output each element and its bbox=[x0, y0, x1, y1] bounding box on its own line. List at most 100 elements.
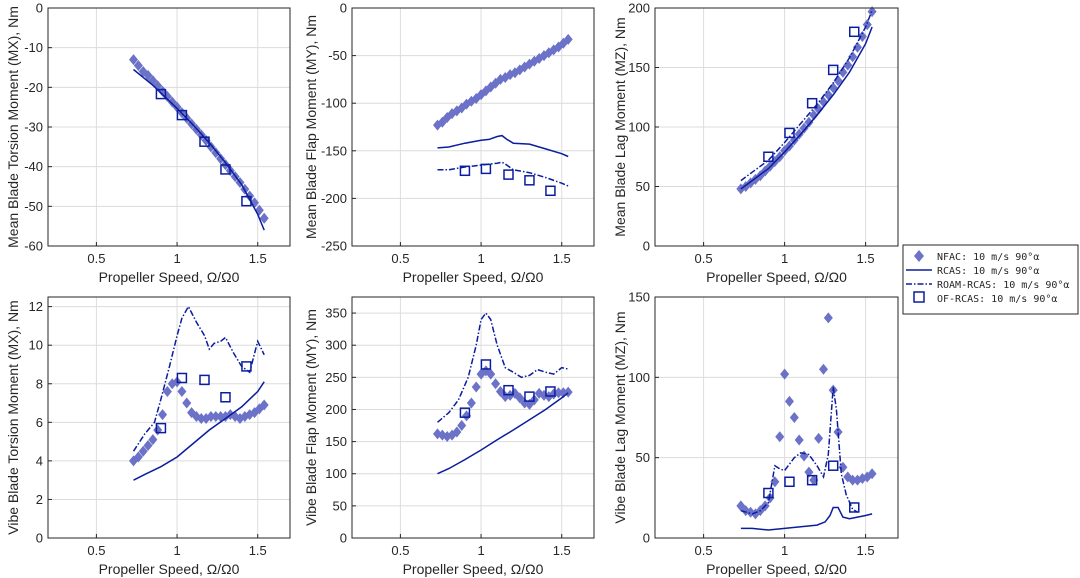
data-point-diamond bbox=[167, 96, 177, 108]
data-point-diamond bbox=[471, 381, 481, 393]
data-point-square bbox=[155, 422, 167, 434]
data-point-square bbox=[849, 502, 860, 513]
data-point-square bbox=[199, 374, 210, 386]
data-point-diamond bbox=[129, 54, 139, 66]
chart-panel-4: 0.5 1 1.5 0 2 4 6 8 10 12 Propeller Speed, Ω/Ω0 Vib… bbox=[5, 296, 291, 577]
data-point-diamond bbox=[211, 147, 221, 159]
legend-box bbox=[902, 244, 1079, 315]
data-point-square bbox=[827, 460, 839, 471]
data-point-diamond bbox=[148, 434, 158, 446]
series-solid bbox=[740, 506, 873, 531]
x-axis-label: Propeller Speed, Ω/Ω0 bbox=[706, 269, 847, 285]
data-point-diamond bbox=[789, 412, 799, 423]
y-axis-label: Mean Blade Lag Moment (MZ), Nm bbox=[612, 17, 628, 236]
data-point-square bbox=[784, 127, 795, 139]
data-point-square bbox=[763, 151, 774, 162]
data-point-diamond bbox=[818, 363, 828, 375]
x-tick-label: 1 bbox=[781, 543, 788, 558]
data-point-square bbox=[459, 407, 471, 418]
chart-panel-6: 0.5 1 1.5 0 50 100 150 Propeller Speed, Ω/Ω0 Vib… bbox=[612, 290, 899, 577]
x-tick-label: 1.5 bbox=[857, 543, 875, 558]
x-tick-label: 1 bbox=[477, 251, 484, 266]
data-point-square bbox=[155, 88, 167, 100]
y-tick-label: 200 bbox=[628, 1, 650, 16]
x-tick-label: 1.5 bbox=[249, 543, 267, 558]
data-point-diamond bbox=[505, 69, 515, 81]
axes-frame bbox=[351, 296, 595, 539]
data-point-square bbox=[176, 372, 188, 384]
data-point-square bbox=[220, 164, 231, 175]
y-tick-label: -50 bbox=[24, 199, 43, 214]
data-point-square bbox=[503, 384, 514, 396]
y-tick-label: 6 bbox=[36, 415, 43, 430]
data-point-diamond bbox=[838, 66, 848, 78]
y-tick-label: 0 bbox=[643, 531, 650, 546]
data-point-square bbox=[220, 392, 231, 403]
data-point-square bbox=[459, 165, 471, 177]
y-tick-label: 150 bbox=[325, 434, 347, 449]
axes-frame bbox=[351, 7, 595, 247]
data-point-diamond bbox=[216, 153, 226, 165]
y-axis-label: Vibe Blade Torsion Moment (MX), Nm bbox=[5, 300, 21, 534]
legend-label-of-rcas: OF-RCAS: 10 m/s 90°α bbox=[937, 294, 1057, 305]
data-point-diamond bbox=[486, 368, 496, 380]
series-line bbox=[437, 134, 569, 158]
y-tick-label: -50 bbox=[328, 48, 347, 63]
series-line bbox=[740, 386, 858, 515]
data-point-square bbox=[849, 26, 860, 38]
data-point-diamond bbox=[823, 312, 833, 324]
series-dashdot bbox=[437, 311, 569, 423]
y-tick-label: 12 bbox=[29, 299, 43, 314]
data-point-square bbox=[199, 136, 210, 147]
y-tick-label: 100 bbox=[628, 120, 650, 135]
data-point-square bbox=[806, 97, 818, 109]
chart-panel-3: 0.5 1 1.5 0 50 100 150 200 Propeller Speed, Ω/Ω0… bbox=[612, 1, 899, 285]
data-point-diamond bbox=[211, 411, 221, 423]
series-dashdot bbox=[740, 386, 858, 515]
data-point-square bbox=[763, 487, 774, 499]
data-point-diamond bbox=[162, 385, 172, 397]
data-point-diamond bbox=[563, 33, 573, 45]
data-point-diamond bbox=[843, 59, 853, 71]
series-square bbox=[459, 359, 556, 418]
x-tick-label: 1.5 bbox=[249, 251, 267, 266]
y-tick-label: 250 bbox=[325, 370, 347, 385]
y-tick-label: -100 bbox=[321, 96, 347, 111]
data-point-diamond bbox=[814, 432, 824, 444]
data-point-square bbox=[480, 163, 492, 175]
data-point-diamond bbox=[794, 434, 804, 446]
data-point-diamond bbox=[554, 387, 564, 399]
data-point-diamond bbox=[259, 212, 269, 224]
y-axis-label: Vibe Blade Flap Moment (MY), Nm bbox=[303, 309, 319, 526]
series-line bbox=[740, 26, 873, 190]
y-tick-label: 150 bbox=[628, 60, 650, 75]
y-tick-label: 50 bbox=[636, 450, 650, 465]
x-tick-label: 0.5 bbox=[391, 251, 409, 266]
data-point-diamond bbox=[809, 109, 819, 121]
series-line bbox=[437, 311, 569, 423]
plot-area bbox=[352, 297, 594, 538]
y-tick-label: 100 bbox=[325, 466, 347, 481]
y-tick-label: 200 bbox=[325, 402, 347, 417]
series-diamond bbox=[433, 33, 573, 131]
series-solid bbox=[133, 381, 265, 481]
data-point-diamond bbox=[867, 6, 877, 18]
data-point-diamond bbox=[804, 466, 814, 478]
x-tick-label: 1.5 bbox=[553, 543, 571, 558]
y-tick-label: 150 bbox=[628, 290, 650, 305]
y-tick-label: 0 bbox=[36, 531, 43, 546]
data-point-diamond bbox=[133, 60, 143, 72]
data-point-diamond bbox=[784, 395, 794, 407]
chart-panel-1: 0.5 1 1.5 -60 -50 -40 -30 -20 -10 0 Propeller Spee… bbox=[5, 1, 291, 285]
data-point-diamond bbox=[457, 420, 467, 432]
data-point-square bbox=[241, 361, 252, 372]
legend-square-icon bbox=[913, 291, 925, 303]
data-point-diamond bbox=[466, 397, 476, 409]
data-point-square bbox=[545, 386, 556, 397]
y-tick-label: 4 bbox=[36, 453, 43, 468]
data-point-square bbox=[784, 476, 795, 488]
data-point-square bbox=[545, 185, 556, 197]
legend-diamond-icon bbox=[914, 250, 924, 262]
